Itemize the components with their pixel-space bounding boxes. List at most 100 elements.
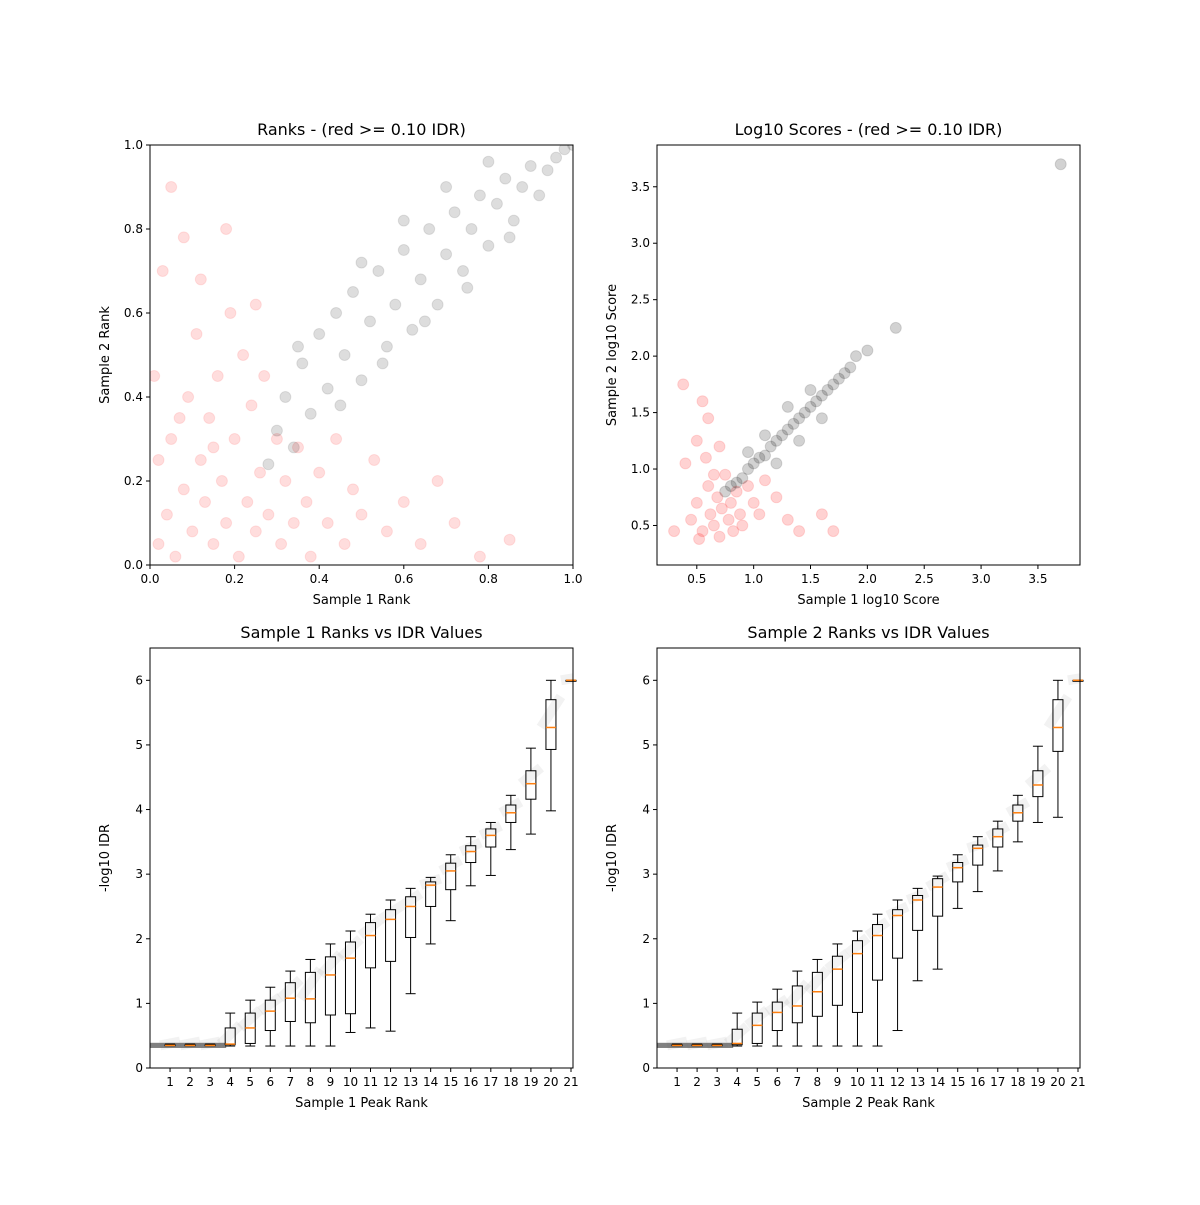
x-tick-label: 8 — [814, 1075, 822, 1089]
scatter-point — [228, 433, 241, 445]
scatter-point — [461, 281, 474, 294]
y-tick-label: 1.0 — [631, 462, 650, 476]
x-tick-label: 0.2 — [225, 572, 244, 586]
x-tick-label: 2.5 — [915, 572, 934, 586]
scatter-point — [724, 496, 737, 509]
scatter-point — [165, 433, 178, 445]
scatter-point — [699, 451, 712, 464]
box — [425, 881, 437, 907]
x-tick-label: 2.0 — [858, 572, 877, 586]
scatter-point — [679, 457, 692, 470]
scatter-point — [287, 517, 300, 529]
background-trail — [498, 797, 524, 818]
x-tick-label: 3 — [713, 1075, 721, 1089]
scatter-point — [490, 197, 503, 210]
background-trail — [397, 889, 424, 911]
background-trail — [803, 965, 832, 996]
scatter-point — [431, 475, 444, 487]
scatter-point — [330, 433, 343, 445]
scatter-point — [249, 298, 262, 311]
scatter-point — [287, 441, 300, 454]
box — [445, 862, 457, 891]
scatter-point — [677, 378, 690, 391]
scatter-point — [730, 476, 743, 489]
scatter-point — [503, 533, 516, 546]
scatter-point — [296, 357, 309, 370]
scatter-point — [440, 181, 453, 193]
scatter-point — [482, 155, 495, 168]
scatter-point — [211, 370, 224, 382]
scatter-point — [152, 454, 165, 466]
scatter-point — [473, 189, 486, 202]
background-trail — [764, 994, 791, 1017]
background-trail — [783, 979, 812, 1010]
background-trail — [478, 821, 503, 840]
scatter-point — [668, 525, 681, 538]
scatter-point — [368, 454, 381, 466]
box — [1032, 770, 1044, 798]
scatter-point — [702, 480, 715, 492]
x-axis-label: Sample 1 Peak Rank — [295, 1096, 428, 1111]
chart-title: Ranks - (red >= 0.10 IDR) — [257, 120, 466, 139]
scatter-point — [827, 378, 840, 391]
x-tick-label: 17 — [483, 1075, 498, 1089]
scatter-point — [465, 223, 478, 235]
scatter-point — [776, 429, 789, 442]
y-axis-label: -log10 IDR — [605, 824, 620, 892]
scatter-point — [781, 400, 794, 413]
x-tick-label: 4 — [226, 1075, 234, 1089]
scatter-point — [334, 399, 347, 412]
background-trail — [864, 917, 891, 940]
background-trail — [517, 763, 545, 788]
background-trail — [885, 901, 910, 921]
background-trail — [336, 935, 364, 962]
scatter-point — [270, 433, 283, 445]
scatter-point — [550, 151, 563, 164]
x-tick-label: 8 — [307, 1075, 315, 1089]
scatter-point — [747, 496, 760, 509]
y-tick-label: 3.0 — [631, 236, 650, 250]
x-tick-label: 9 — [327, 1075, 335, 1089]
scatter-point — [220, 517, 233, 529]
x-tick-label: 6 — [266, 1075, 274, 1089]
background-trail — [945, 854, 970, 873]
scatter-point — [418, 315, 431, 328]
y-tick-label: 3 — [642, 867, 650, 881]
scatter-point — [245, 399, 258, 412]
scatter-point — [499, 172, 512, 185]
scatter-point — [844, 361, 857, 374]
scatter-point — [355, 374, 368, 387]
x-tick-label: 3 — [206, 1075, 214, 1089]
box — [952, 862, 964, 883]
scatter-point — [704, 508, 717, 521]
scatter-point — [254, 466, 266, 479]
y-axis-label: -log10 IDR — [98, 824, 113, 892]
x-tick-label: 14 — [423, 1075, 438, 1089]
box — [304, 971, 316, 1024]
scatter-point — [727, 525, 740, 538]
scatter-point — [707, 468, 720, 481]
scatter-point — [516, 181, 529, 193]
scatter-point — [507, 214, 520, 227]
y-tick-label: 0.2 — [124, 474, 143, 488]
scatter-point — [338, 349, 351, 361]
scatter-point — [690, 496, 703, 509]
chart-title: Sample 2 Ranks vs IDR Values — [747, 623, 989, 642]
background-trail — [1043, 693, 1073, 731]
y-tick-label: 0 — [135, 1061, 143, 1075]
scatter-point — [275, 538, 288, 550]
x-tick-label: 3.5 — [1028, 572, 1047, 586]
x-tick-label: 1 — [673, 1075, 681, 1089]
scatter-point — [262, 508, 275, 521]
background-trail — [824, 949, 851, 974]
scatter-point — [734, 508, 746, 521]
x-tick-label: 1.0 — [563, 572, 582, 586]
scatter-point — [389, 298, 402, 311]
y-tick-label: 4 — [642, 803, 650, 817]
scatter-point — [203, 412, 216, 424]
scatter-point — [304, 407, 317, 420]
scatter-point — [759, 449, 771, 462]
scatter-point — [719, 485, 732, 498]
y-tick-label: 0.4 — [124, 390, 143, 404]
scatter-point — [558, 145, 571, 156]
